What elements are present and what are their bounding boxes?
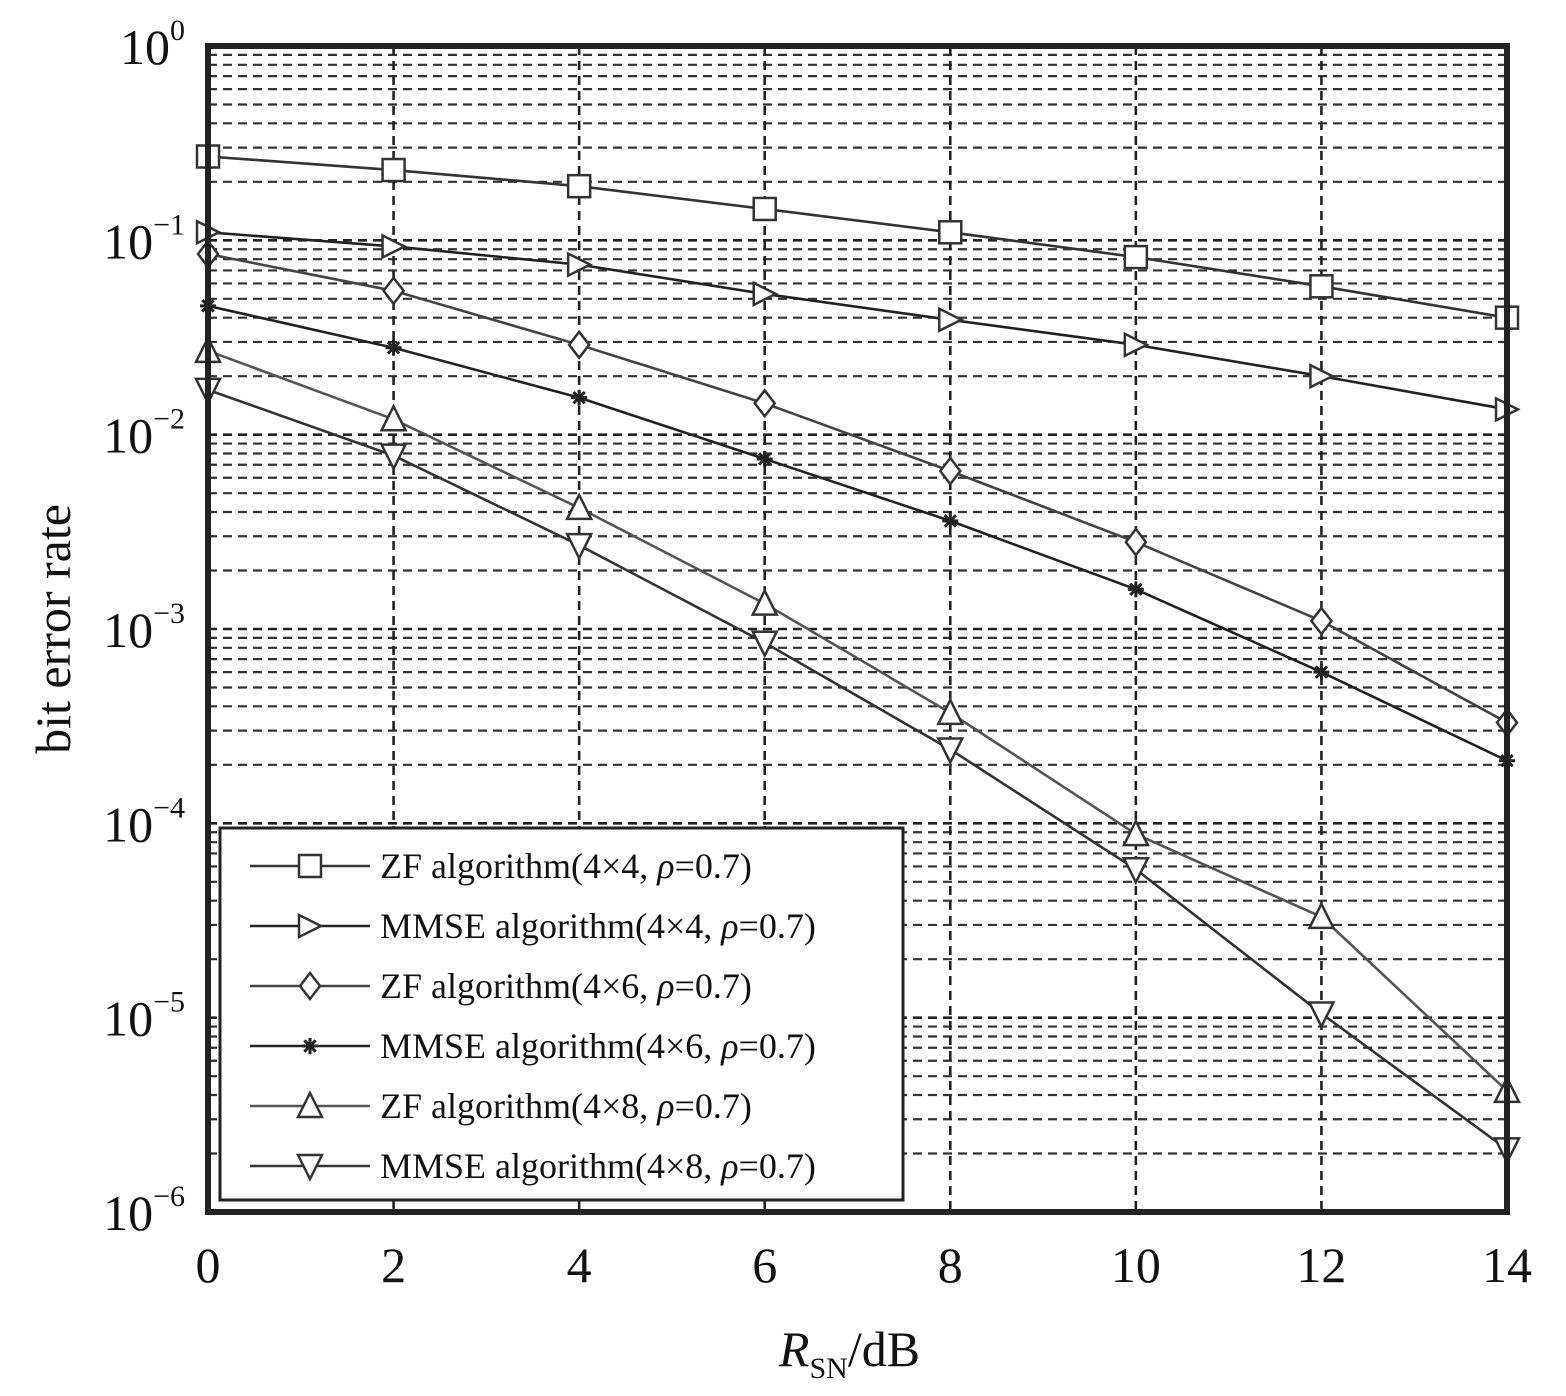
x-tick-label: 10: [1111, 1237, 1161, 1293]
x-tick-label: 4: [567, 1237, 592, 1293]
marker-square: [938, 220, 963, 245]
marker-diamond: [1309, 605, 1334, 637]
legend-label: MMSE algorithm(4×8, ρ=0.7): [380, 1146, 816, 1186]
marker-star-stroke: [757, 452, 772, 466]
marker-triangle-up: [936, 697, 965, 726]
marker-star: [571, 389, 588, 406]
x-tick-label: 2: [381, 1237, 406, 1293]
y-tick-label: 10−6: [103, 1180, 185, 1241]
series-2: [196, 238, 1519, 738]
marker-triangle-up: [379, 403, 408, 432]
series-1: [195, 219, 1521, 423]
marker-triangle-up: [750, 587, 779, 616]
marker-triangle-right: [1123, 331, 1150, 358]
legend-entry-1: MMSE algorithm(4×4, ρ=0.7): [250, 906, 816, 946]
legend-label: MMSE algorithm(4×4, ρ=0.7): [380, 906, 816, 946]
marker-diamond: [298, 970, 322, 1002]
y-tick-label: 10−2: [103, 403, 185, 464]
plot-frame: [205, 43, 1510, 1215]
y-axis-title: bit error rate: [25, 504, 81, 754]
marker-diamond: [938, 455, 962, 487]
marker-star: [756, 450, 773, 467]
legend-label: MMSE algorithm(4×6, ρ=0.7): [380, 1026, 816, 1066]
x-tick-labels: 0 2 4 6 8 10 12 14: [196, 1237, 1533, 1293]
marker-square: [381, 157, 406, 183]
marker-triangle-right: [566, 251, 593, 278]
marker-triangle-right: [938, 306, 965, 333]
legend-label: ZF algorithm(4×4, ρ=0.7): [380, 846, 752, 886]
marker-square: [1123, 244, 1149, 270]
series-line-0: [207, 155, 1508, 319]
legend-entry-0: ZF algorithm(4×4, ρ=0.7): [250, 846, 752, 886]
legend: ZF algorithm(4×4, ρ=0.7) MMSE algorithm(4…: [218, 826, 905, 1202]
marker-triangle-right: [1309, 363, 1336, 390]
marker-triangle-up: [295, 1090, 325, 1119]
y-tick-label: 10−5: [103, 986, 185, 1047]
marker-star-stroke: [572, 390, 586, 405]
series-line-3: [207, 304, 1508, 762]
marker-triangle-down: [1121, 857, 1150, 886]
marker-star: [1313, 664, 1330, 681]
marker-star-stroke: [303, 1039, 317, 1053]
marker-square: [566, 173, 592, 199]
series-line-1: [207, 230, 1508, 411]
marker-triangle-up: [565, 492, 594, 521]
marker-star-stroke: [1314, 665, 1329, 679]
marker-triangle-up: [1121, 818, 1150, 847]
marker-star: [942, 512, 959, 529]
marker-star: [302, 1038, 318, 1054]
x-tick-label: 6: [752, 1237, 777, 1293]
legend-entry-5: MMSE algorithm(4×8, ρ=0.7): [250, 1146, 816, 1186]
marker-square: [1309, 274, 1334, 299]
legend-label: ZF algorithm(4×6, ρ=0.7): [380, 966, 752, 1006]
marker-triangle-up: [1307, 901, 1336, 930]
marker-square: [752, 196, 777, 222]
marker-triangle-right: [381, 233, 408, 260]
y-tick-label: 10−3: [103, 597, 185, 658]
x-tick-label: 14: [1482, 1237, 1532, 1293]
marker-triangle-down: [565, 532, 594, 561]
y-tick-label: 100: [120, 14, 185, 75]
x-tick-label: 8: [938, 1237, 963, 1293]
x-axis-title: RSN/dB: [778, 1321, 920, 1385]
marker-diamond: [1124, 527, 1148, 558]
x-tick-label: 12: [1296, 1237, 1346, 1293]
legend-entry-4: ZF algorithm(4×8, ρ=0.7): [250, 1086, 752, 1126]
marker-star: [1127, 581, 1144, 598]
marker-square: [297, 853, 323, 879]
marker-triangle-right: [297, 912, 324, 940]
series-0: [195, 144, 1520, 330]
y-tick-label: 10−1: [103, 208, 185, 269]
marker-triangle-down: [1307, 1001, 1336, 1030]
x-tick-label: 0: [196, 1237, 221, 1293]
marker-diamond: [381, 275, 406, 306]
marker-star: [385, 339, 402, 356]
marker-diamond: [567, 329, 591, 360]
marker-triangle-down: [750, 630, 779, 659]
legend-entry-3: MMSE algorithm(4×6, ρ=0.7): [250, 1026, 816, 1066]
marker-star-stroke: [386, 341, 401, 355]
marker-triangle-down: [379, 443, 408, 472]
series-line-5: [207, 388, 1508, 1151]
legend-entry-2: ZF algorithm(4×6, ρ=0.7): [250, 966, 752, 1006]
marker-triangle-right: [752, 280, 779, 307]
marker-triangle-down: [295, 1153, 325, 1182]
legend-label: ZF algorithm(4×8, ρ=0.7): [380, 1086, 752, 1126]
series-line-2: [207, 252, 1508, 724]
marker-star-stroke: [943, 514, 958, 528]
marker-star-stroke: [1129, 582, 1143, 597]
series-line-4: [207, 349, 1508, 1092]
y-tick-labels: 100 10−1 10−2 10−3 10−4 10−5 10−6: [103, 14, 185, 1241]
y-tick-label: 10−4: [103, 791, 185, 852]
legend-box: [218, 826, 905, 1202]
marker-diamond: [753, 388, 777, 419]
marker-triangle-down: [936, 737, 965, 766]
